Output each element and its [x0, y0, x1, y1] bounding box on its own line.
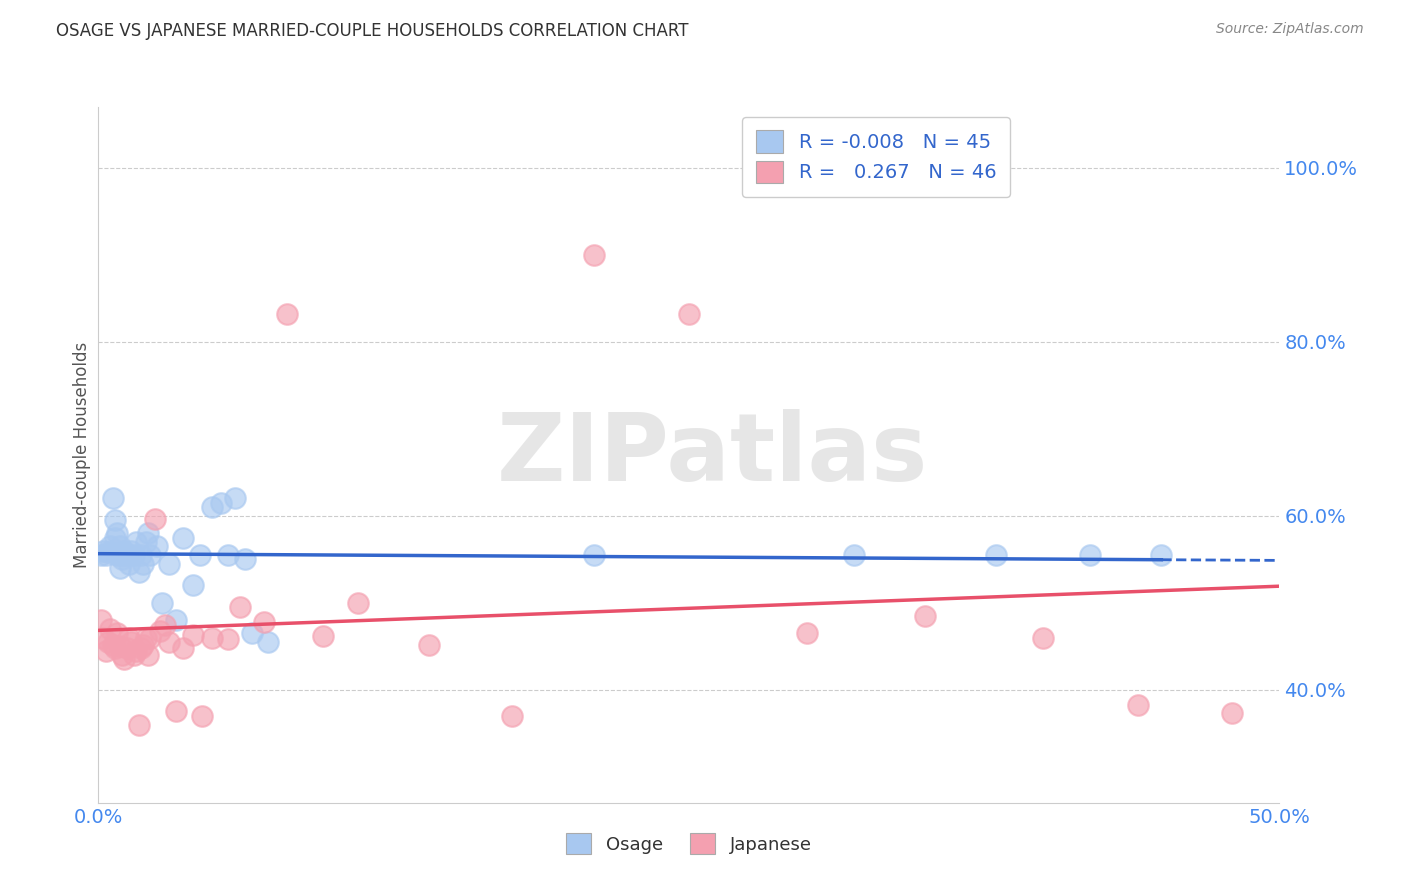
Point — [105, 526, 128, 541]
Point — [1126, 698, 1149, 712]
Point — [122, 648, 145, 662]
Y-axis label: Married-couple Households: Married-couple Households — [73, 342, 91, 568]
Point — [91, 631, 114, 645]
Point — [97, 635, 120, 649]
Point — [108, 561, 131, 575]
Point — [347, 596, 370, 610]
Point — [128, 566, 150, 580]
Point — [111, 648, 134, 662]
Point — [984, 548, 1007, 562]
Point — [132, 638, 155, 652]
Text: Source: ZipAtlas.com: Source: ZipAtlas.com — [1216, 22, 1364, 37]
Point — [914, 608, 936, 623]
Point — [172, 640, 194, 655]
Point — [136, 526, 159, 541]
Point — [188, 548, 211, 562]
Point — [201, 631, 224, 645]
Point — [91, 543, 114, 558]
Point — [217, 548, 239, 562]
Point — [165, 705, 187, 719]
Point — [111, 548, 134, 562]
Point — [104, 513, 127, 527]
Point — [583, 548, 606, 562]
Point — [136, 648, 159, 662]
Point — [1220, 706, 1243, 721]
Point — [157, 557, 180, 571]
Point — [157, 635, 180, 649]
Point — [678, 307, 700, 321]
Point — [139, 548, 162, 562]
Point — [143, 512, 166, 526]
Point — [90, 548, 112, 562]
Point — [146, 539, 169, 553]
Point — [139, 631, 162, 645]
Point — [94, 548, 117, 562]
Point — [101, 638, 124, 652]
Point — [121, 543, 143, 558]
Text: OSAGE VS JAPANESE MARRIED-COUPLE HOUSEHOLDS CORRELATION CHART: OSAGE VS JAPANESE MARRIED-COUPLE HOUSEHO… — [56, 22, 689, 40]
Point — [98, 622, 121, 636]
Point — [112, 543, 135, 558]
Point — [97, 545, 120, 559]
Point — [125, 643, 148, 657]
Point — [149, 624, 172, 638]
Point — [150, 596, 173, 610]
Point — [209, 496, 232, 510]
Point — [796, 626, 818, 640]
Point — [181, 628, 204, 642]
Point — [121, 635, 143, 649]
Point — [101, 491, 124, 506]
Point — [98, 539, 121, 553]
Point — [201, 500, 224, 514]
Point — [224, 491, 246, 506]
Point — [1032, 631, 1054, 645]
Point — [844, 548, 866, 562]
Point — [191, 708, 214, 723]
Point — [132, 557, 155, 571]
Point — [104, 640, 127, 655]
Point — [105, 548, 128, 562]
Point — [153, 617, 176, 632]
Point — [276, 307, 298, 321]
Point — [181, 578, 204, 592]
Point — [115, 640, 138, 655]
Point — [122, 548, 145, 562]
Point — [135, 535, 157, 549]
Point — [105, 626, 128, 640]
Point — [1080, 548, 1102, 562]
Point — [94, 643, 117, 657]
Point — [135, 631, 157, 645]
Point — [108, 639, 131, 653]
Point — [172, 531, 194, 545]
Point — [583, 248, 606, 262]
Point — [118, 631, 141, 645]
Point — [128, 717, 150, 731]
Point — [418, 638, 440, 652]
Point — [111, 552, 134, 566]
Point — [240, 626, 263, 640]
Point — [257, 635, 280, 649]
Point — [501, 708, 523, 723]
Point — [118, 557, 141, 571]
Point — [229, 600, 252, 615]
Point — [112, 652, 135, 666]
Point — [217, 632, 239, 647]
Point — [312, 629, 335, 643]
Point — [165, 613, 187, 627]
Point — [108, 539, 131, 553]
Point — [129, 548, 152, 562]
Text: ZIPatlas: ZIPatlas — [496, 409, 928, 501]
Point — [233, 552, 256, 566]
Point — [253, 615, 276, 629]
Point — [115, 548, 138, 562]
Point — [125, 535, 148, 549]
Legend: Osage, Japanese: Osage, Japanese — [557, 824, 821, 863]
Point — [104, 531, 127, 545]
Point — [1150, 548, 1173, 562]
Point — [90, 613, 112, 627]
Point — [129, 640, 152, 655]
